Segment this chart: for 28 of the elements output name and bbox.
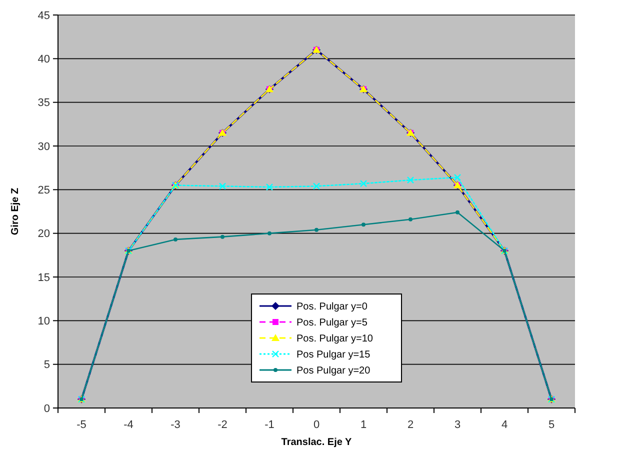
y-axis-title: Giro Eje Z [10,188,21,236]
y-tick-label: 45 [38,10,50,22]
y-tick-label: 35 [38,97,50,110]
x-tick-label: -3 [170,419,180,431]
x-tick-label: 0 [313,419,320,431]
y-tick-label: 10 [38,316,50,328]
y-tick-label: 25 [38,184,50,197]
y-tick-label: 30 [38,140,50,153]
legend-label: Pos. Pulgar y=5 [296,318,368,328]
legend-label: Pos. Pulgar y=10 [296,334,374,344]
x-axis-title: Translac. Eje Y [281,437,352,448]
x-tick-label: -4 [124,419,134,431]
legend-label: Pos Pulgar y=20 [296,366,371,376]
x-tick-label: 1 [360,419,367,431]
x-tick-label: 5 [548,419,555,431]
y-tick-label: 40 [38,54,50,66]
x-tick-label: 4 [501,419,508,431]
x-tick-label: -5 [76,419,86,431]
y-tick-label: 0 [44,402,50,415]
legend-label: Pos. Pulgar y=0 [296,302,368,312]
x-tick-label: -1 [264,419,274,431]
x-tick-label: 3 [454,419,461,431]
y-tick-label: 20 [38,228,50,240]
legend-label: Pos Pulgar y=15 [296,350,371,360]
y-tick-label: 5 [44,359,50,372]
x-tick-label: 2 [407,419,414,431]
y-tick-label: 15 [38,272,50,284]
x-tick-label: -2 [218,419,228,431]
